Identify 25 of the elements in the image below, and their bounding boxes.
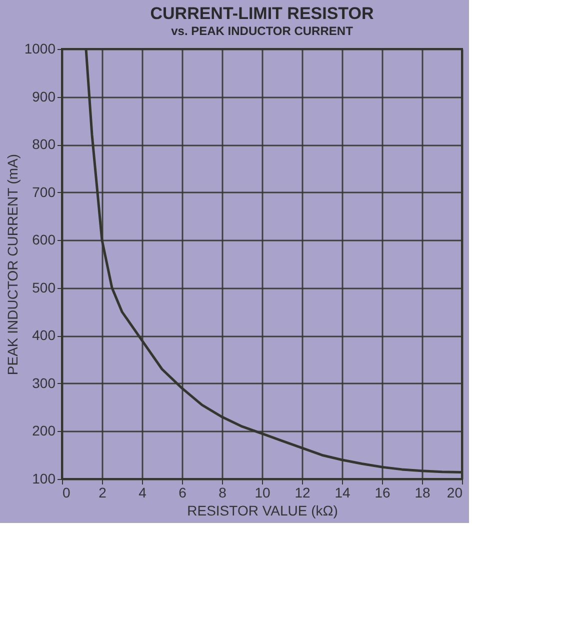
y-tick-label: 1000: [24, 40, 56, 56]
x-tick-label: 0: [62, 484, 70, 500]
x-tick-label: 10: [254, 484, 270, 500]
x-tick-label: 16: [374, 484, 390, 500]
y-tick-label: 800: [32, 136, 56, 152]
y-tick-label: 100: [32, 470, 56, 486]
x-tick-label: 14: [334, 484, 350, 500]
y-tick-label: 200: [32, 422, 56, 439]
y-tick-label: 900: [32, 88, 56, 104]
x-tick-label: 6: [178, 484, 187, 500]
x-tick-label: 8: [218, 484, 227, 500]
y-tick-label: 600: [32, 232, 56, 248]
y-tick-label: 400: [32, 327, 56, 344]
x-tick-label: 12: [294, 484, 310, 500]
chart-title: CURRENT-LIMIT RESISTOR: [150, 4, 374, 23]
x-tick-label: 20: [446, 484, 463, 500]
chart-subtitle: vs. PEAK INDUCTOR CURRENT: [171, 24, 354, 38]
y-tick-label: 300: [32, 374, 56, 391]
x-tick-label: 4: [138, 484, 147, 500]
y-tick-label: 500: [32, 279, 56, 296]
x-tick-label: 18: [414, 484, 430, 500]
x-tick-label: 2: [98, 484, 107, 500]
x-axis-title: RESISTOR VALUE (kΩ): [187, 502, 338, 518]
y-axis-title: PEAK INDUCTOR CURRENT (mA): [4, 154, 20, 376]
y-tick-label: 700: [32, 184, 56, 200]
